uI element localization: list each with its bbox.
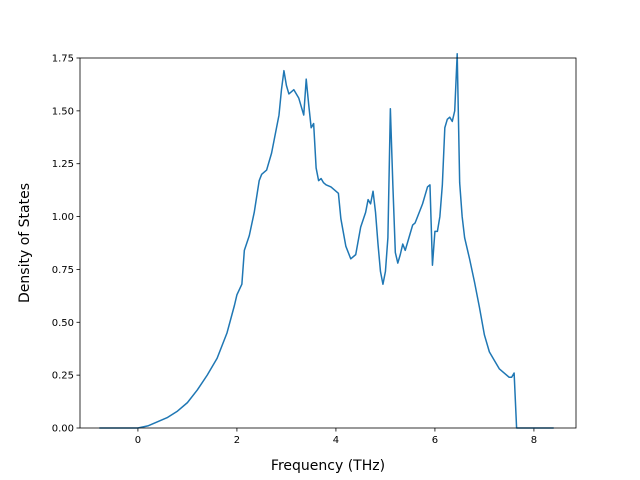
x-tick-label: 0 <box>135 435 141 446</box>
y-tick-label: 1.75 <box>52 54 74 65</box>
y-tick-label: 0.50 <box>52 318 74 329</box>
x-tick-label: 6 <box>432 435 438 446</box>
y-tick-label: 0.25 <box>52 371 74 382</box>
y-tick-label: 0.75 <box>52 265 74 276</box>
series-layer <box>99 53 554 429</box>
y-tick-label: 1.25 <box>52 159 74 170</box>
x-tick-label: 4 <box>333 435 339 446</box>
x-axis-label: Frequency (THz) <box>271 458 385 474</box>
ticks-layer: 0 2 4 6 8 0.00 0.25 0.50 0.75 1.00 1.25 1.50 1.75 <box>52 54 537 447</box>
x-tick-label: 8 <box>531 435 537 446</box>
y-tick-label: 1.50 <box>52 106 74 117</box>
plot-frame <box>79 57 577 429</box>
y-axis-label: Density of States <box>17 183 33 303</box>
dos-series-line <box>99 53 554 429</box>
y-tick-label: 1.00 <box>52 212 74 223</box>
x-tick-label: 2 <box>234 435 240 446</box>
y-tick-label: 0.00 <box>52 424 74 435</box>
